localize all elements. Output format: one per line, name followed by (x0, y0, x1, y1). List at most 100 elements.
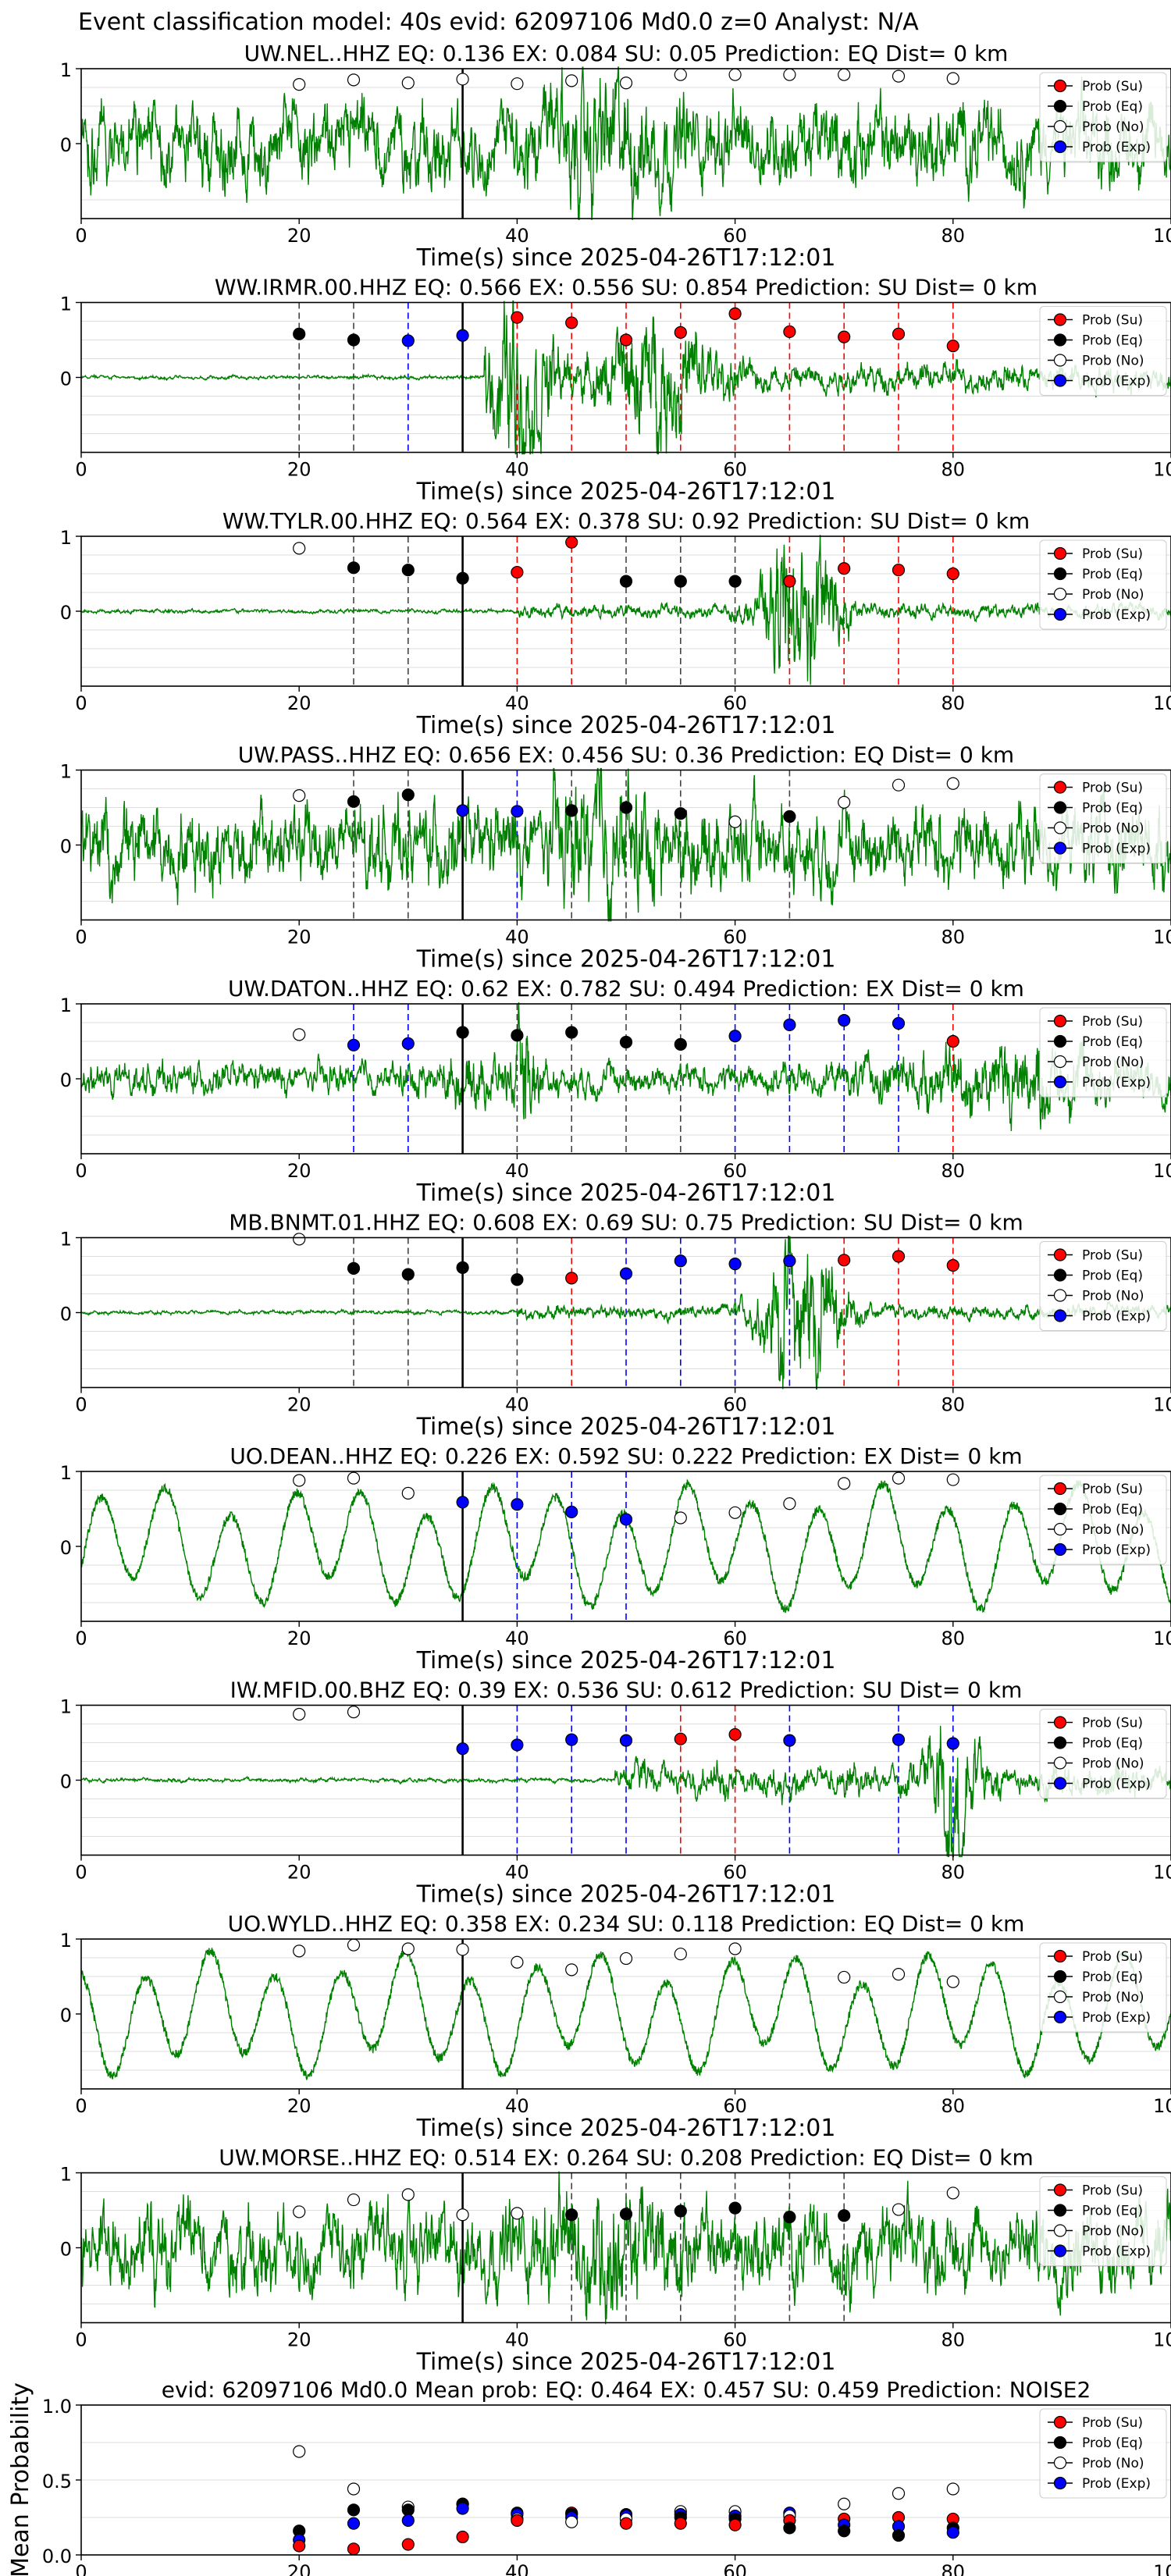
y-tick-label: 1 (60, 1462, 72, 1484)
probability-marker-ex (946, 2526, 959, 2539)
legend: Prob (Su) Prob (Eq) Prob (No) Prob (Exp) (1039, 774, 1167, 863)
legend-label: Prob (Su) (1082, 2183, 1143, 2199)
probability-marker-su (946, 1034, 959, 1048)
x-tick-label: 100 (1153, 1394, 1171, 1416)
legend-label: Prob (No) (1082, 1990, 1144, 2005)
probability-marker-su (565, 316, 578, 329)
probability-marker-ex (401, 1037, 415, 1050)
legend-marker-su (1053, 313, 1067, 326)
y-tick-label: 1 (60, 994, 72, 1016)
probability-marker-no (728, 1506, 742, 1519)
x-tick-label: 80 (941, 225, 966, 247)
x-axis-label: Time(s) since 2025-04-26T17:12:01 (416, 946, 836, 973)
probability-marker-ex (456, 804, 469, 817)
x-tick-label: 20 (287, 1394, 311, 1416)
panel-11: evid: 62097106 Md0.0 Mean prob: EQ: 0.46… (7, 2377, 1171, 2576)
panel-2: WW.IRMR.00.HHZ EQ: 0.566 EX: 0.556 SU: 0… (60, 275, 1171, 506)
probability-marker-ex (565, 1505, 578, 1518)
legend-marker-eq (1053, 333, 1067, 347)
legend-label: Prob (Eq) (1082, 2435, 1143, 2451)
legend: Prob (Su) Prob (Eq) Prob (No) Prob (Exp) (1039, 2408, 1167, 2499)
x-tick-label: 20 (287, 1160, 311, 1182)
x-tick-label: 100 (1153, 1160, 1171, 1182)
x-axis-label: Time(s) since 2025-04-26T17:12:01 (416, 2115, 836, 2142)
legend-label: Prob (Eq) (1082, 1736, 1143, 1752)
legend-marker-ex (1053, 1542, 1067, 1557)
probability-marker-no (674, 68, 687, 81)
legend-marker-no (1053, 2456, 1067, 2470)
legend-label: Prob (Exp) (1082, 841, 1151, 857)
legend-box (1039, 1709, 1167, 1799)
legend-box (1039, 2176, 1167, 2266)
probability-marker-su (892, 1250, 906, 1263)
legend-marker-ex (1053, 1309, 1067, 1322)
x-axis-label: Time(s) since 2025-04-26T17:12:01 (416, 479, 836, 506)
x-tick-label: 40 (505, 1160, 529, 1182)
x-tick-label: 80 (941, 692, 966, 714)
y-tick-label: 1 (60, 2164, 72, 2186)
waveform-trace (80, 66, 1171, 220)
probability-marker-eq (838, 2524, 851, 2538)
probability-marker-eq (619, 1035, 633, 1049)
probability-marker-no (674, 1948, 687, 1961)
probability-marker-su (838, 330, 851, 343)
y-tick-label: 1 (60, 1696, 72, 1718)
x-tick-label: 100 (1153, 1628, 1171, 1649)
probability-marker-no (347, 1471, 361, 1485)
probability-marker-no (401, 2188, 415, 2201)
probability-marker-su (619, 2517, 633, 2530)
x-tick-label: 0 (75, 2329, 87, 2351)
probability-marker-su (511, 2514, 524, 2527)
probability-marker-no (511, 2207, 524, 2220)
probability-marker-no (838, 68, 851, 81)
legend-marker-eq (1053, 1736, 1067, 1749)
panel-6: MB.BNMT.01.HHZ EQ: 0.608 EX: 0.69 SU: 0.… (60, 1210, 1171, 1441)
legend-label: Prob (Exp) (1082, 2244, 1151, 2260)
probability-marker-su (728, 2518, 742, 2532)
probability-marker-no (728, 68, 742, 81)
figure-title: Event classification model: 40s evid: 62… (78, 9, 919, 36)
probability-marker-no (838, 1477, 851, 1490)
probability-marker-su (728, 1727, 742, 1742)
legend-label: Prob (Exp) (1082, 607, 1151, 623)
x-tick-label: 100 (1153, 692, 1171, 714)
legend-label: Prob (Eq) (1082, 99, 1143, 115)
probability-marker-ex (347, 2517, 361, 2530)
legend-marker-eq (1053, 2435, 1067, 2450)
legend-box (1039, 1007, 1167, 1098)
panel-9: UO.WYLD..HHZ EQ: 0.358 EX: 0.234 SU: 0.1… (60, 1911, 1171, 2142)
probability-marker-su (892, 327, 906, 340)
legend-label: Prob (Su) (1082, 781, 1143, 796)
x-tick-label: 60 (723, 2329, 747, 2351)
legend: Prob (Su) Prob (Eq) Prob (No) Prob (Exp) (1039, 1709, 1167, 1799)
legend-marker-su (1053, 546, 1067, 560)
legend-marker-ex (1053, 1075, 1067, 1089)
panel-10: UW.MORSE..HHZ EQ: 0.514 EX: 0.264 SU: 0.… (60, 2145, 1171, 2376)
legend-marker-eq (1053, 1969, 1067, 1984)
waveform-trace (80, 1725, 1171, 1858)
probability-marker-eq (783, 809, 796, 824)
x-tick-label: 20 (287, 225, 311, 247)
legend-label: Prob (Exp) (1082, 374, 1151, 390)
probability-marker-eq (456, 1261, 469, 1275)
legend: Prob (Su) Prob (Eq) Prob (No) Prob (Exp) (1039, 1241, 1167, 1331)
probability-marker-eq (293, 327, 306, 340)
waveform-trace (80, 535, 1171, 685)
panel-1: UW.NEL..HHZ EQ: 0.136 EX: 0.084 SU: 0.05… (60, 41, 1171, 272)
legend-marker-no (1053, 1055, 1067, 1069)
probability-marker-no (347, 2482, 361, 2496)
probability-marker-eq (674, 807, 687, 820)
legend-box (1039, 72, 1167, 162)
legend-marker-ex (1053, 607, 1067, 621)
legend-marker-su (1053, 1014, 1067, 1028)
x-tick-label: 0 (75, 1394, 87, 1416)
x-tick-label: 0 (75, 1628, 87, 1649)
x-tick-label: 20 (287, 1628, 311, 1649)
x-tick-label: 60 (723, 459, 747, 481)
probability-marker-no (511, 1955, 524, 1969)
y-tick-label: 1.0 (42, 2396, 72, 2418)
panel-title: UW.DATON..HHZ EQ: 0.62 EX: 0.782 SU: 0.4… (228, 976, 1024, 1002)
legend-marker-ex (1053, 2244, 1067, 2258)
probability-marker-no (347, 1938, 361, 1952)
x-axis-label: Time(s) since 2025-04-26T17:12:01 (416, 1881, 836, 1909)
